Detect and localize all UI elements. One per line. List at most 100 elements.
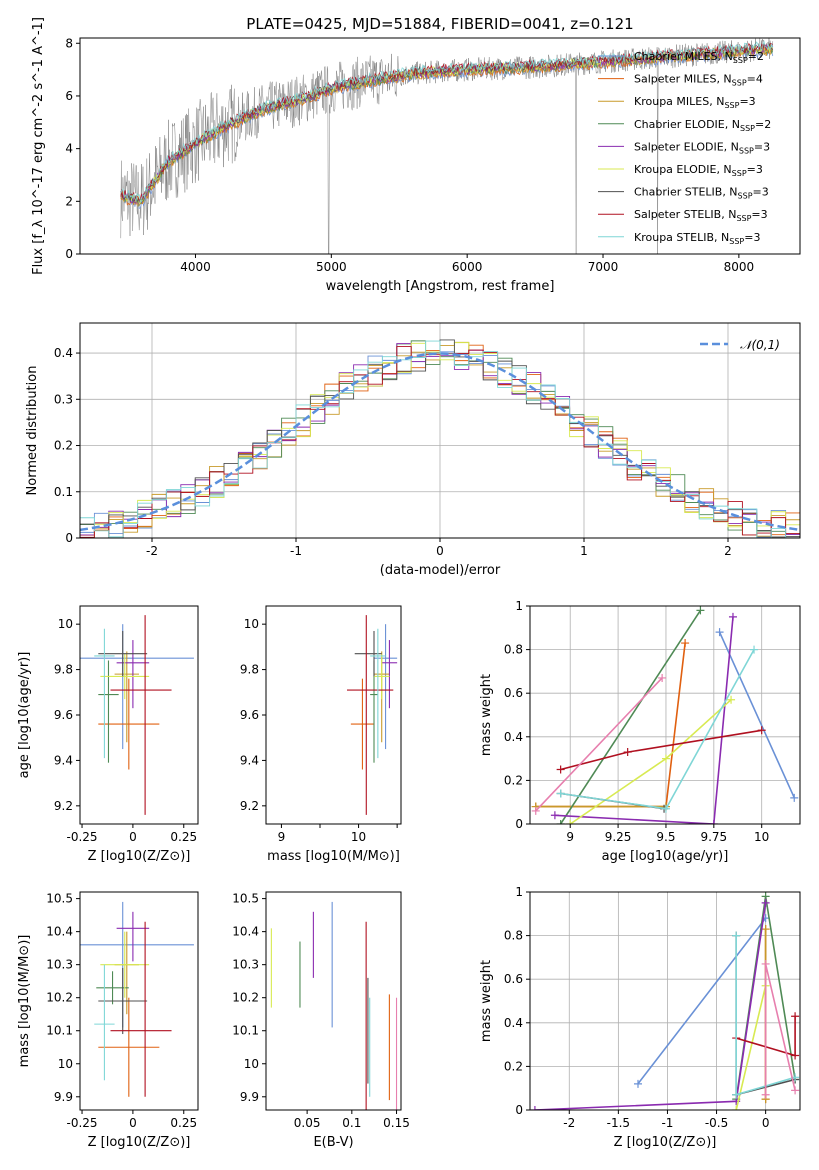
x-tick-label: 8000	[724, 260, 755, 274]
legend-label: Chabrier MILES, NSSP=2	[634, 50, 764, 65]
weight-marker	[709, 820, 718, 824]
weight-marker	[658, 673, 667, 682]
y-tick-label: 10.3	[46, 958, 73, 972]
y-tick-label: 0.2	[54, 439, 73, 453]
errorbar-point	[110, 615, 172, 815]
weight-marker	[750, 645, 759, 654]
errorbar-point	[116, 911, 150, 962]
x-tick-label: 0.25	[170, 830, 197, 844]
weight-marker	[550, 811, 559, 820]
x-tick-label: -1.5	[607, 1116, 630, 1130]
x-tick-label: 10	[754, 830, 769, 844]
weight-line	[569, 699, 732, 824]
weight-marker	[715, 628, 724, 637]
y-tick-label: 0.4	[54, 346, 73, 360]
model-spectrum-chabrier-stelib	[120, 42, 774, 203]
x-axis-label: E(B-V)	[313, 1135, 353, 1150]
plot-area-mass-weight-vs-age	[531, 606, 799, 824]
x-tick-label: 10	[351, 830, 366, 844]
x-tick-label: 0.05	[294, 1116, 321, 1130]
x-tick-label: 0	[129, 1116, 137, 1130]
y-axis-label: mass weight	[479, 674, 494, 756]
legend-label: Chabrier ELODIE, NSSP=2	[634, 118, 771, 133]
weight-marker	[732, 1090, 741, 1099]
plot-area-age-vs-mass	[347, 615, 398, 815]
legend-label: Kroupa MILES, NSSP=3	[634, 95, 756, 110]
weight-line	[560, 729, 762, 771]
weight-line	[718, 631, 796, 799]
weight-marker	[761, 925, 770, 934]
weight-marker	[761, 1090, 770, 1099]
errorbar-point	[96, 971, 129, 1005]
y-tick-label: 10.1	[46, 1024, 73, 1038]
x-tick-label: -2	[146, 544, 158, 558]
y-tick-label: 8	[65, 36, 73, 50]
y-tick-label: 9.9	[54, 1090, 73, 1104]
weight-line	[560, 649, 755, 810]
weight-marker	[761, 898, 770, 907]
axes-frame	[79, 37, 801, 255]
y-tick-label: 4	[65, 142, 73, 156]
plot-area-residuals	[80, 339, 800, 538]
weight-marker	[791, 1051, 800, 1060]
weight-marker	[661, 754, 670, 763]
y-tick-label: 10	[58, 1057, 73, 1071]
panel-mass-weight-vs-age: 9 9.25 9.5 9.75 10 0 0.2 0.4 0.6 0.8 1 age [log10(a…	[479, 599, 801, 864]
weight-marker	[728, 612, 737, 621]
y-tick-label: 0	[515, 817, 523, 831]
x-tick-label: 0.15	[383, 1116, 410, 1130]
y-tick-label: 9.9	[240, 1090, 259, 1104]
errorbar-point	[110, 921, 172, 1097]
panel-mass-vs-EBV: 0.05 0.1 0.15 9.9 10 10.1 10.2 10.3 10.4 10.5 E(B-…	[232, 891, 410, 1150]
weight-line	[554, 616, 734, 824]
axes-frame	[79, 891, 199, 1111]
weight-marker	[732, 931, 741, 940]
errorbar-point	[116, 640, 150, 709]
weight-marker	[790, 793, 799, 802]
weight-marker	[530, 1106, 539, 1110]
weight-marker	[556, 820, 565, 824]
x-tick-label: 0	[762, 1116, 770, 1130]
weight-marker	[757, 726, 766, 735]
weight-marker	[791, 1012, 800, 1021]
y-tick-label: 0.8	[504, 643, 523, 657]
axes-frame	[265, 891, 402, 1111]
x-axis-label: Z [log10(Z/Z⊙)]	[614, 1135, 717, 1150]
errorbar-point	[114, 931, 139, 1015]
y-tick-label: 0.3	[54, 392, 73, 406]
plot-area-age-vs-Z	[80, 615, 194, 815]
y-tick-label: 0.6	[504, 972, 523, 986]
weight-marker	[761, 959, 770, 968]
y-tick-label: 0.2	[504, 773, 523, 787]
x-tick-label: 0.1	[342, 1116, 361, 1130]
errorbar-point	[114, 651, 139, 743]
y-tick-label: 9.2	[54, 799, 73, 813]
axes-frame	[529, 605, 801, 825]
weight-marker	[732, 1106, 741, 1110]
y-tick-label: 10.2	[46, 991, 73, 1005]
y-tick-label: 0.8	[504, 929, 523, 943]
legend-label: 𝒩(0,1)	[740, 338, 780, 352]
x-tick-label: -1	[661, 1116, 673, 1130]
x-tick-label: -0.25	[67, 830, 98, 844]
weight-line	[735, 985, 767, 1110]
errorbar-point	[98, 678, 160, 770]
panel-age-vs-Z: -0.25 0 0.25 9.2 9.4 9.6 9.8 10 Z [log10(Z/Z⊙)] a…	[17, 605, 199, 864]
y-tick-label: 9.2	[240, 799, 259, 813]
panel-mass-weight-vs-Z: -2 -1.5 -1 -0.5 0 0 0.2 0.4 0.6 0.8 1 Z [log10(Z/Z⊙…	[479, 885, 801, 1150]
axes-frame	[79, 605, 199, 825]
residual-histogram	[80, 342, 800, 538]
y-tick-label: 0	[65, 247, 73, 261]
weight-marker	[531, 806, 540, 815]
weight-line	[559, 609, 702, 824]
errorbar-point	[374, 653, 390, 700]
y-tick-label: 9.4	[240, 753, 259, 767]
panel-age-vs-mass: 9 10 9.2 9.4 9.6 9.8 10 mass [log10(M/M⊙)]	[240, 605, 402, 864]
y-tick-label: 1	[515, 885, 523, 899]
y-tick-label: 10.3	[232, 958, 259, 972]
legend-label: Kroupa STELIB, NSSP=3	[634, 231, 760, 246]
x-tick-label: 1	[580, 544, 588, 558]
legend-label: Chabrier STELIB, NSSP=3	[634, 186, 769, 201]
errorbar-point	[370, 628, 386, 759]
